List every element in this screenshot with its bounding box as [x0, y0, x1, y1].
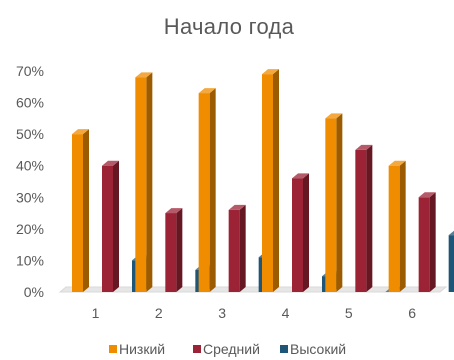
bar-top [262, 69, 279, 75]
bar-top [418, 192, 436, 198]
bar-top [228, 204, 246, 210]
bar-front [448, 235, 454, 292]
bar-front [135, 77, 147, 292]
bar [355, 144, 373, 292]
y-tick-label: 0% [24, 284, 44, 300]
y-tick-label: 30% [16, 189, 44, 205]
bar [325, 113, 343, 292]
bar-front [72, 134, 83, 292]
bar [198, 88, 216, 292]
x-tick-label: 4 [282, 305, 290, 321]
bar [228, 204, 246, 292]
bar-side [176, 208, 183, 292]
bar [72, 129, 89, 292]
bar [102, 160, 119, 292]
bar-side [83, 129, 89, 292]
chart-title: Начало года [164, 14, 295, 39]
bar [388, 160, 406, 292]
bar-side [429, 192, 436, 292]
bar [135, 72, 153, 292]
legend-item: Высокий [280, 341, 346, 357]
bar-front [355, 149, 367, 292]
bar-top [135, 72, 153, 78]
bar-side [113, 160, 119, 292]
bar-side [399, 160, 406, 292]
bar-top [388, 160, 406, 166]
legend-label: Средний [203, 341, 260, 357]
x-tick-label: 5 [345, 305, 353, 321]
y-tick-label: 70% [16, 63, 44, 79]
bars-group [72, 69, 454, 293]
x-tick-label: 2 [155, 305, 163, 321]
bar-top [72, 129, 89, 135]
y-tick-label: 60% [16, 95, 44, 111]
legend-item: Низкий [109, 341, 165, 357]
bar-front [198, 93, 210, 292]
floor-plane [58, 286, 448, 293]
bar-top [198, 88, 216, 94]
bar-top [448, 230, 454, 236]
bar [448, 230, 454, 292]
legend: Низкий Средний Высокий [109, 341, 346, 357]
x-tick-label: 1 [92, 305, 100, 321]
legend-item: Средний [193, 341, 260, 357]
bar-top [325, 113, 343, 119]
bar [418, 192, 436, 292]
bar-side [273, 69, 279, 293]
bar-front [102, 165, 113, 292]
bar-top [355, 144, 373, 150]
bar-front [262, 74, 273, 293]
bar-side [366, 144, 373, 292]
x-axis: 1 2 3 4 5 6 [92, 305, 417, 321]
legend-swatch [109, 345, 117, 353]
bar-front [418, 197, 430, 292]
y-axis: 0% 10% 20% 30% 40% 50% 60% 70% [16, 63, 44, 300]
bar-top [165, 208, 183, 214]
bar [262, 69, 279, 293]
y-tick-label: 50% [16, 126, 44, 142]
y-tick-label: 10% [16, 252, 44, 268]
legend-label: Низкий [119, 341, 165, 357]
legend-swatch [280, 345, 288, 353]
x-tick-label: 6 [408, 305, 416, 321]
bar-side [336, 113, 343, 292]
y-tick-label: 20% [16, 221, 44, 237]
bar-side [239, 204, 246, 292]
bar [292, 173, 309, 292]
bar-side [146, 72, 153, 292]
bar-front [292, 178, 303, 292]
bar-top [292, 173, 309, 179]
bar-top [102, 160, 119, 166]
bar-front [388, 165, 400, 292]
x-tick-label: 3 [218, 305, 226, 321]
legend-label: Высокий [290, 341, 346, 357]
chart-floor [58, 286, 448, 293]
y-tick-label: 40% [16, 158, 44, 174]
legend-swatch [193, 345, 201, 353]
bar-front [325, 118, 337, 292]
bar [165, 208, 183, 292]
bar-side [303, 173, 309, 292]
bar-front [228, 209, 240, 292]
bar-side [209, 88, 216, 292]
bar-front [165, 213, 177, 292]
